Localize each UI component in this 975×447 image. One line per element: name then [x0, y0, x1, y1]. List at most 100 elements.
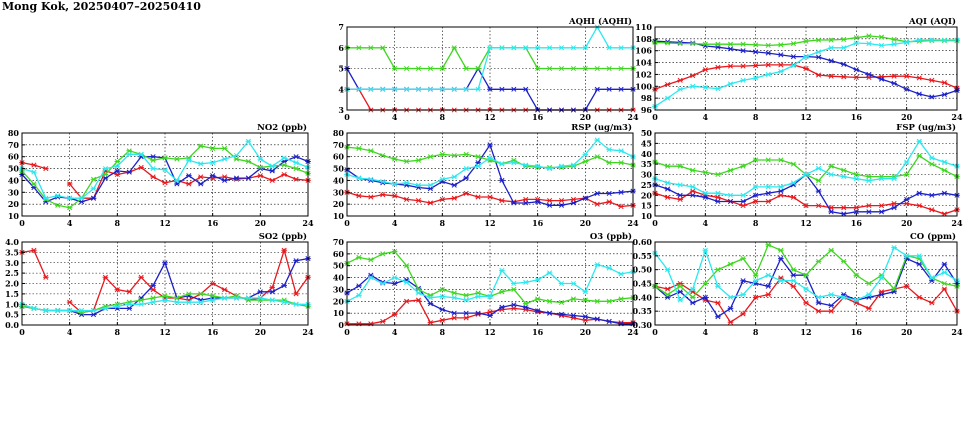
data-point: [606, 86, 612, 92]
data-point: [941, 261, 948, 267]
series-blue: [19, 256, 311, 318]
y-tick-label: 0.50: [633, 265, 653, 275]
data-point: [840, 45, 847, 51]
data-point: [499, 267, 505, 274]
data-point: [727, 261, 734, 267]
data-point: [102, 166, 109, 172]
series-cyan: [652, 138, 960, 198]
data-point: [511, 160, 517, 166]
data-point: [415, 198, 422, 204]
data-point: [803, 38, 809, 44]
y-tick-label: 10: [333, 308, 345, 318]
data-point: [853, 35, 860, 41]
data-point: [765, 272, 772, 278]
data-point: [66, 205, 73, 211]
data-point: [221, 145, 228, 151]
chart-co: 0 4 8 12 16 20 24 0.30 0.35 0.40 0.45 0.50 0.55 0.60 C…: [633, 231, 963, 337]
data-point: [102, 274, 109, 280]
data-point: [379, 280, 386, 287]
data-point: [356, 193, 362, 199]
y-tick-label: 2.0: [5, 279, 19, 289]
data-point: [174, 299, 180, 305]
data-point: [403, 180, 410, 186]
data-point: [878, 292, 885, 298]
data-point: [815, 308, 822, 314]
data-point: [439, 151, 446, 157]
data-point: [391, 65, 398, 72]
data-point: [281, 171, 287, 178]
data-point: [281, 155, 287, 161]
data-point: [150, 287, 156, 293]
data-point: [664, 163, 671, 169]
data-point: [740, 203, 746, 209]
data-point: [840, 205, 847, 211]
data-point: [78, 307, 85, 314]
data-point: [727, 46, 734, 52]
data-point: [752, 272, 759, 278]
data-point: [828, 171, 834, 178]
series-line: [347, 88, 633, 111]
data-point: [594, 190, 601, 197]
data-point: [803, 203, 809, 209]
data-point: [702, 247, 709, 253]
data-point: [689, 188, 696, 194]
data-point: [546, 310, 553, 316]
data-point: [209, 173, 216, 179]
x-tick-label: 24: [951, 327, 963, 337]
data-point: [487, 293, 493, 300]
x-tick-label: 0: [344, 327, 350, 337]
data-point: [439, 307, 446, 313]
y-tick-label: 50: [333, 164, 345, 174]
data-point: [891, 205, 897, 211]
data-point: [356, 45, 362, 51]
data-point: [269, 177, 276, 183]
data-point: [803, 65, 809, 72]
data-point: [866, 209, 872, 215]
y-tick-label: 80: [333, 128, 345, 138]
data-point: [451, 295, 458, 301]
y-tick-label: 30: [333, 187, 345, 197]
data-point: [245, 138, 252, 144]
data-point: [221, 177, 228, 183]
data-point: [499, 289, 505, 295]
data-point: [891, 73, 897, 79]
data-point: [790, 54, 797, 60]
x-tick-label: 20: [901, 218, 913, 228]
data-point: [415, 290, 422, 296]
chart-title: AQI (AQI): [908, 16, 956, 27]
data-point: [150, 174, 156, 180]
data-point: [815, 188, 822, 194]
data-point: [903, 159, 910, 165]
data-point: [853, 297, 860, 303]
data-point: [415, 182, 422, 188]
data-point: [162, 260, 168, 266]
data-point: [463, 86, 469, 92]
data-point: [765, 242, 772, 248]
y-tick-label: 3.0: [5, 258, 19, 268]
data-point: [269, 297, 276, 303]
series-cyan: [652, 244, 960, 303]
data-point: [221, 295, 228, 301]
data-point: [534, 296, 541, 302]
y-tick-label: 3: [338, 105, 344, 115]
data-point: [356, 254, 362, 260]
data-point: [727, 167, 734, 173]
data-point: [778, 157, 784, 163]
x-tick-label: 4: [703, 218, 709, 228]
data-point: [427, 295, 434, 301]
data-point: [475, 163, 481, 169]
data-point: [546, 65, 553, 72]
data-point: [740, 77, 746, 83]
data-point: [31, 247, 37, 253]
data-point: [929, 161, 935, 167]
data-point: [916, 91, 923, 97]
data-point: [618, 148, 624, 154]
y-tick-label: 0.60: [633, 237, 653, 247]
data-point: [439, 65, 446, 72]
data-point: [916, 153, 923, 159]
x-tick-label: 20: [255, 327, 267, 337]
x-tick-label: 0: [652, 112, 658, 122]
data-point: [740, 311, 746, 317]
data-point: [293, 291, 299, 297]
